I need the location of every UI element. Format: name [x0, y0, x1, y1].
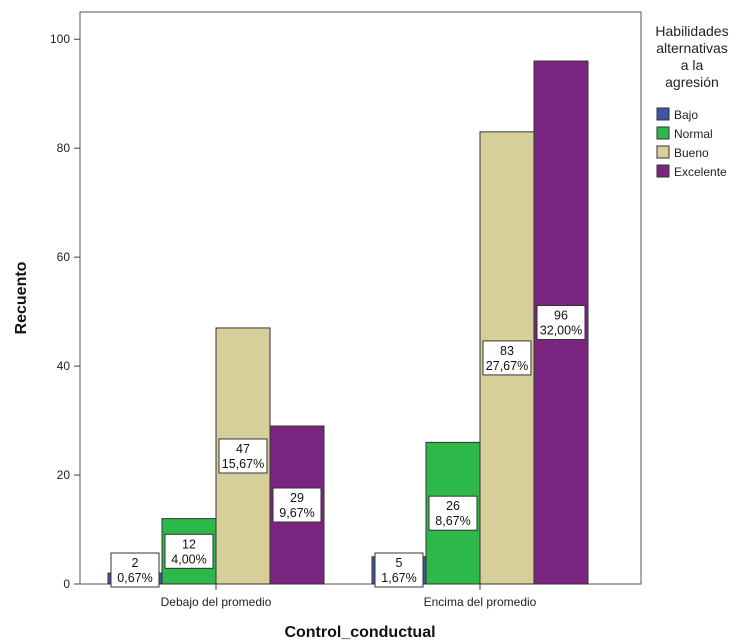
data-label-percent: 9,67% [279, 506, 314, 520]
y-tick-label: 100 [50, 32, 70, 46]
y-axis: 0 20 40 60 80 100 [50, 32, 80, 591]
data-label-percent: 1,67% [381, 571, 416, 585]
data-label-count: 29 [290, 491, 304, 505]
y-tick-label: 60 [57, 250, 71, 264]
data-label-percent: 4,00% [171, 552, 206, 566]
x-axis: Debajo del promedio Encima del promedio [161, 584, 537, 609]
legend-title-line: alternativas [656, 40, 728, 56]
y-tick-label: 20 [57, 468, 71, 482]
y-tick-label: 0 [63, 577, 70, 591]
legend-title-line: a la [681, 57, 704, 73]
data-label-box [164, 533, 214, 569]
data-label-box [218, 438, 268, 474]
y-tick-label: 80 [57, 141, 71, 155]
legend-label-bajo: Bajo [674, 108, 698, 122]
legend-swatch-bajo [656, 107, 670, 121]
data-label-count: 47 [236, 442, 250, 456]
data-label-box [374, 552, 424, 588]
data-label-box [536, 305, 586, 341]
legend-title-line: Habilidades [655, 23, 728, 39]
legend-swatch-excelente [656, 164, 670, 178]
data-label-box [110, 552, 160, 588]
data-label-count: 96 [554, 309, 568, 323]
data-label-count: 83 [500, 344, 514, 358]
data-label-percent: 32,00% [540, 324, 582, 338]
legend-label-bueno: Bueno [674, 146, 709, 160]
data-label-box [272, 487, 322, 523]
legend-label-normal: Normal [674, 127, 713, 141]
y-tick-label: 40 [57, 359, 71, 373]
data-label-percent: 0,67% [117, 571, 152, 585]
legend-label-excelente: Excelente [674, 165, 727, 179]
y-axis-title: Recuento [13, 261, 30, 334]
x-tick-label: Debajo del promedio [161, 595, 272, 609]
data-label-count: 5 [396, 556, 403, 570]
x-axis-title: Control_conductual [284, 624, 435, 641]
data-label-count: 12 [182, 537, 196, 551]
data-label-count: 2 [132, 556, 139, 570]
data-label-percent: 15,67% [222, 457, 264, 471]
legend-swatch-normal [656, 126, 670, 140]
data-label-count: 26 [446, 499, 460, 513]
data-label-box [428, 495, 478, 531]
legend-title-line: agresión [665, 74, 719, 90]
legend-swatch-bueno [656, 145, 670, 159]
x-tick-label: Encima del promedio [424, 595, 537, 609]
data-label-box [482, 340, 532, 376]
data-label-percent: 27,67% [486, 359, 528, 373]
data-label-percent: 8,67% [435, 514, 470, 528]
